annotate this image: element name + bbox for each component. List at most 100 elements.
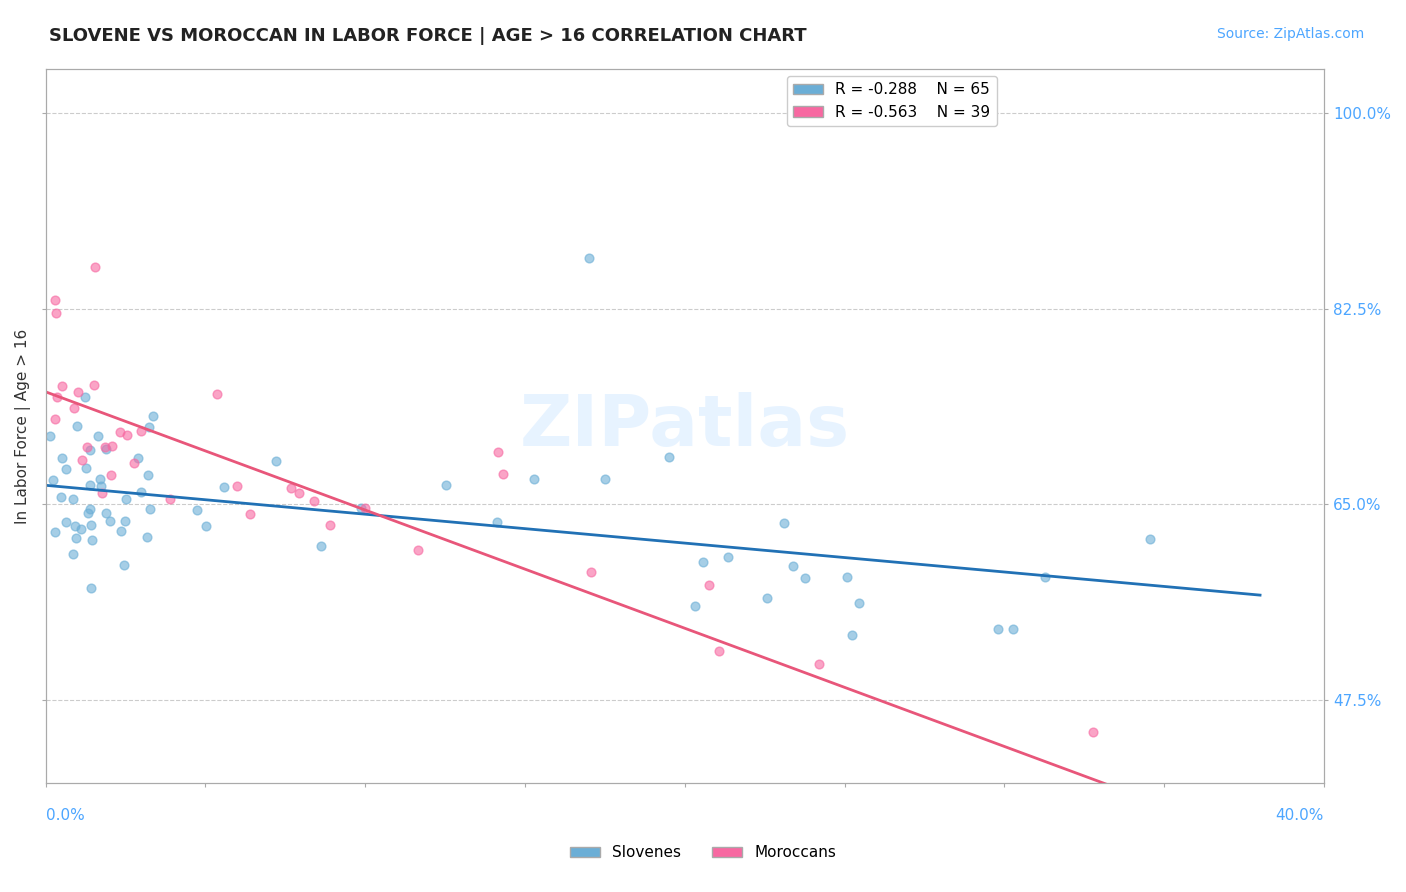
Point	[94, 440, 117, 454]
Point	[112, 558, 135, 572]
Point	[55, 515, 77, 529]
Point	[65, 519, 87, 533]
Point	[485, 515, 508, 529]
Point	[214, 480, 236, 494]
Point	[408, 543, 430, 558]
Point	[42, 473, 65, 487]
Point	[83, 260, 105, 275]
Point	[186, 503, 208, 517]
Point	[835, 570, 858, 584]
Point	[138, 420, 160, 434]
Point	[90, 478, 112, 492]
Point	[110, 524, 132, 538]
Legend: R = -0.288    N = 65, R = -0.563    N = 39: R = -0.288 N = 65, R = -0.563 N = 39	[786, 76, 997, 126]
Point	[96, 506, 118, 520]
Point	[51, 379, 73, 393]
Text: ZIPatlas: ZIPatlas	[520, 392, 849, 460]
Legend: Slovenes, Moroccans: Slovenes, Moroccans	[564, 839, 842, 866]
Point	[304, 494, 326, 508]
Point	[127, 451, 149, 466]
Point	[139, 501, 162, 516]
Point	[808, 657, 831, 671]
Point	[486, 445, 509, 459]
Point	[79, 443, 101, 458]
Point	[288, 486, 311, 500]
Point	[578, 252, 600, 266]
Point	[987, 623, 1010, 637]
Point	[225, 479, 247, 493]
Point	[117, 427, 139, 442]
Point	[350, 500, 373, 515]
Point	[89, 472, 111, 486]
Point	[65, 531, 87, 545]
Point	[492, 467, 515, 481]
Point	[159, 491, 181, 506]
Point	[793, 570, 815, 584]
Point	[319, 517, 342, 532]
Point	[75, 391, 97, 405]
Point	[115, 491, 138, 506]
Text: SLOVENE VS MOROCCAN IN LABOR FORCE | AGE > 16 CORRELATION CHART: SLOVENE VS MOROCCAN IN LABOR FORCE | AGE…	[49, 27, 807, 45]
Point	[692, 555, 714, 569]
Point	[62, 492, 84, 507]
Text: 0.0%: 0.0%	[45, 808, 84, 823]
Point	[76, 440, 98, 454]
Point	[70, 452, 93, 467]
Point	[1081, 725, 1104, 739]
Point	[207, 386, 229, 401]
Point	[101, 439, 124, 453]
Point	[87, 429, 110, 443]
Point	[66, 419, 89, 434]
Point	[142, 409, 165, 424]
Point	[782, 558, 804, 573]
Point	[45, 306, 67, 320]
Point	[96, 442, 118, 456]
Point	[44, 412, 66, 426]
Point	[62, 547, 84, 561]
Point	[122, 456, 145, 470]
Point	[309, 539, 332, 553]
Point	[1139, 533, 1161, 547]
Point	[756, 591, 779, 606]
Point	[593, 472, 616, 486]
Point	[44, 293, 66, 307]
Point	[239, 507, 262, 521]
Point	[75, 461, 97, 475]
Point	[79, 517, 101, 532]
Y-axis label: In Labor Force | Age > 16: In Labor Force | Age > 16	[15, 328, 31, 524]
Point	[1218, 838, 1240, 852]
Point	[46, 391, 69, 405]
Point	[264, 453, 287, 467]
Point	[136, 468, 159, 483]
Point	[434, 477, 457, 491]
Point	[353, 500, 375, 515]
Point	[136, 530, 159, 544]
Point	[70, 522, 93, 536]
Point	[1080, 805, 1102, 819]
Point	[717, 549, 740, 564]
Point	[280, 481, 302, 495]
Point	[657, 450, 679, 464]
Point	[697, 578, 720, 592]
Point	[772, 516, 794, 531]
Point	[39, 429, 62, 443]
Point	[1001, 622, 1024, 636]
Point	[49, 490, 72, 504]
Point	[79, 478, 101, 492]
Point	[98, 515, 121, 529]
Point	[195, 519, 218, 533]
Point	[683, 599, 706, 613]
Point	[709, 644, 731, 658]
Point	[91, 486, 114, 500]
Point	[55, 462, 77, 476]
Point	[114, 514, 136, 528]
Text: Source: ZipAtlas.com: Source: ZipAtlas.com	[1216, 27, 1364, 41]
Point	[77, 506, 100, 520]
Point	[44, 524, 66, 539]
Point	[841, 628, 863, 642]
Point	[108, 425, 131, 439]
Point	[848, 596, 870, 610]
Point	[51, 451, 73, 466]
Point	[100, 468, 122, 483]
Point	[581, 565, 603, 579]
